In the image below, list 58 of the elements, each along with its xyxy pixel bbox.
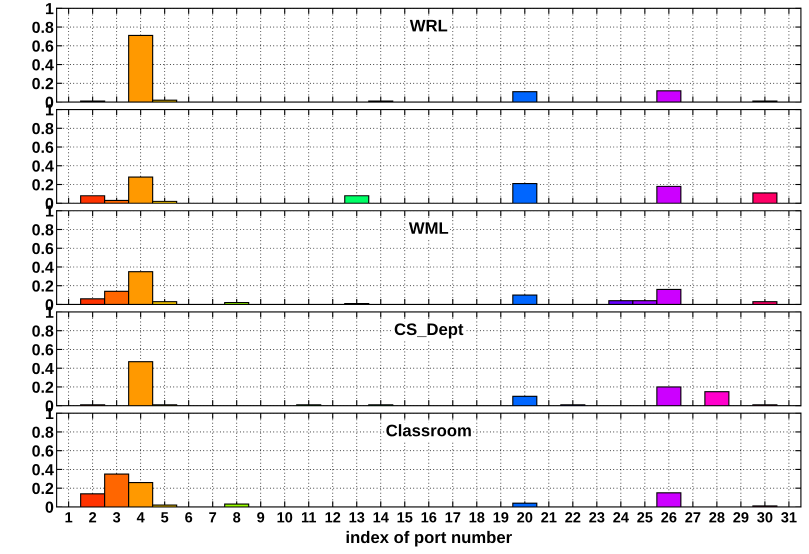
y-tick-label: 0.8 [32,122,54,134]
x-tick-label: 3 [112,512,120,523]
y-tick-label: 0.6 [32,344,54,356]
x-tick-label: 28 [709,512,725,522]
y-tick-label: 0.8 [32,22,54,33]
y-tick-label: 0.4 [32,464,54,476]
x-tick-label: 18 [470,512,484,522]
y-tick-label: 0.8 [32,426,54,438]
text: WRL [410,20,448,32]
y-tick-label: 0.6 [32,142,54,153]
x-tick-label: 12 [326,512,340,522]
x-tick-label: 14 [374,512,389,522]
text: WML [408,222,448,234]
y-tick-label: 0.2 [32,78,54,90]
x-tick-label: 6 [185,512,192,522]
y-tick-label: 0.8 [32,224,54,236]
x-tick-label: 7 [209,512,216,522]
x-tick-label: 16 [422,512,436,522]
x-axis-title: index of port number [346,530,512,546]
x-tick-label: 25 [637,512,653,522]
y-tick-label: 0.2 [32,382,54,393]
x-tick-label: 11 [302,512,316,522]
text: Classroom [386,424,471,436]
x-tick-label: 24 [613,512,629,522]
x-tick-label: 1 [66,512,72,522]
y-tick-label: 0.2 [32,280,54,292]
x-tick-label: 31 [781,512,797,523]
x-tick-label: 20 [517,512,532,522]
x-tick-label: 26 [661,512,676,522]
y-tick-label: 0.4 [32,262,54,273]
y-tick-label: 0.2 [32,482,54,494]
y-tick-label: 0.4 [32,362,54,374]
x-tick-label: 27 [685,512,700,522]
x-tick-label: 22 [565,512,580,522]
x-tick-label: 19 [494,512,508,522]
x-tick-label: 30 [757,512,772,523]
y-tick-label: 0.2 [32,179,54,190]
x-tick-label: 8 [233,512,240,522]
x-tick-label: 17 [446,512,460,522]
y-tick-label: 0.4 [32,59,54,70]
x-tick-label: 13 [350,512,364,523]
x-tick-label: 2 [89,512,96,522]
x-tick-label: 5 [161,512,168,522]
x-tick-label: 23 [589,512,604,523]
x-tick-label: 15 [398,512,412,522]
x-tick-label: 4 [136,512,145,522]
text: CS_Dept [394,323,464,338]
x-tick-label: 9 [257,512,264,522]
y-tick-label: 0.6 [32,40,54,52]
y-tick-label: 0.8 [32,325,54,337]
y-tick-label: 0.4 [32,160,54,172]
x-tick-label: 21 [541,512,557,522]
y-tick-label: 0.6 [32,242,54,254]
y-tick-label: 1 [46,3,54,14]
x-tick-label: 29 [733,512,748,522]
x-tick-label: 10 [278,512,292,522]
y-tick-label: 0 [46,502,54,513]
y-tick-label: 0.6 [32,445,54,457]
